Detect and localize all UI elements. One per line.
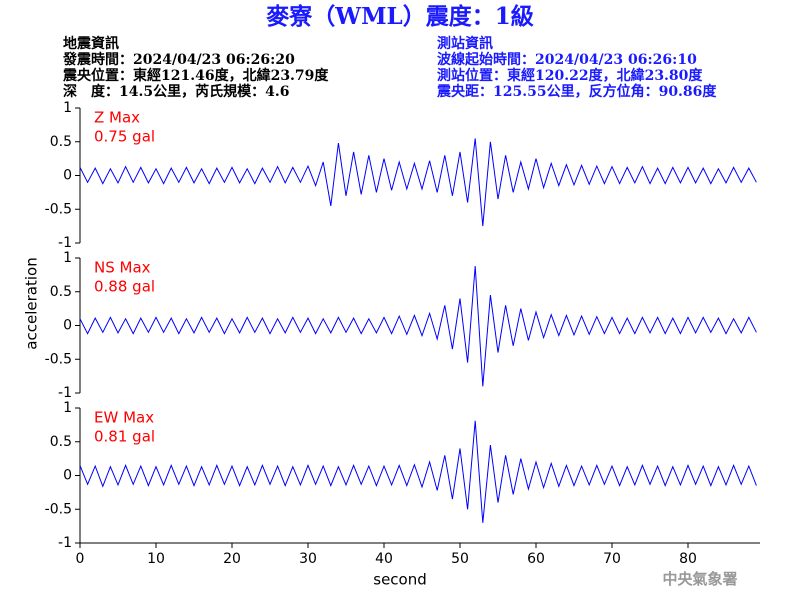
x-tick-label: 30 [299,551,317,567]
annotation: 0.75 gal [94,128,155,146]
x-tick-label: 20 [223,551,241,567]
x-tick-label: 40 [375,551,393,567]
y-tick-label: 0.5 [50,134,72,150]
y-tick-label: 0.5 [50,284,72,300]
info-text: 深 度：14.5公里，芮氏規模：4.6 [63,83,289,100]
info-text: 地震資訊 [63,35,119,52]
y-tick-label: -0.5 [45,201,72,217]
info-text: 震央距：125.55公里，反方位角：90.86度 [436,83,717,100]
y-tick-label: -0.5 [45,351,72,367]
y-axis-label: acceleration [23,257,41,349]
y-tick-label: 0 [63,168,72,184]
info-text: 震央位置：東經121.46度，北緯23.79度 [62,67,329,84]
chart-title: 麥寮（WML）震度：1級 [265,3,533,30]
y-tick-label: -1 [58,535,72,551]
y-tick-label: -1 [58,385,72,401]
y-tick-label: 1 [63,100,72,116]
waveform [79,266,757,387]
waveform [79,138,757,227]
x-tick-label: 50 [451,551,469,567]
x-tick-label: 10 [147,551,165,567]
watermark: 中央氣象署 [662,570,737,588]
info-text: 波線起始時間：2024/04/23 06:26:10 [437,51,697,68]
x-tick-label: 60 [527,551,545,567]
info-text: 測站資訊 [437,35,493,52]
y-tick-label: 0 [63,468,72,484]
x-tick-label: 70 [603,551,621,567]
info-text: 發震時間：2024/04/23 06:26:20 [62,51,295,68]
y-tick-label: -0.5 [45,501,72,517]
info-text: 測站位置：東經120.22度，北緯23.80度 [437,67,703,84]
y-tick-label: -1 [58,235,72,251]
annotation: Z Max [94,109,140,127]
x-axis-label: second [373,571,427,589]
x-tick-label: 0 [76,551,85,567]
annotation: EW Max [94,409,154,427]
y-tick-label: 1 [63,400,72,416]
x-tick-label: 80 [679,551,697,567]
annotation: NS Max [94,259,151,277]
annotation: 0.88 gal [94,278,155,296]
y-tick-label: 0 [63,318,72,334]
annotation: 0.81 gal [94,428,155,446]
y-tick-label: 1 [63,250,72,266]
waveform [79,420,757,523]
y-tick-label: 0.5 [50,434,72,450]
